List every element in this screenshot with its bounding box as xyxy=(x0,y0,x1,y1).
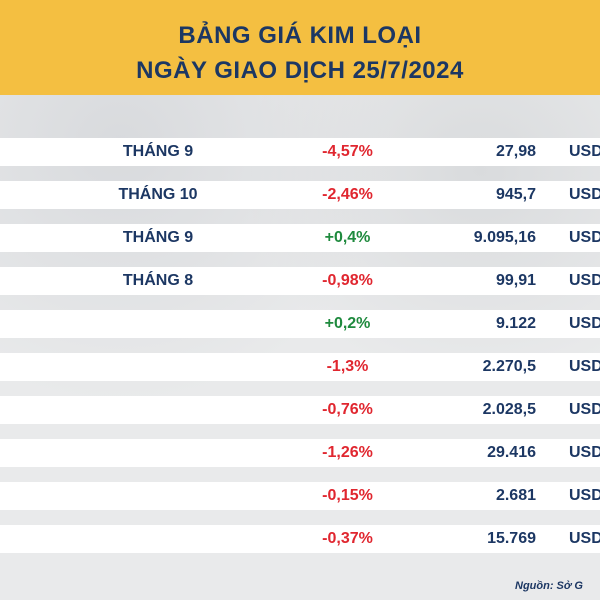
unit-cell: USD xyxy=(569,143,600,160)
price-cell: 15.769 xyxy=(487,530,536,547)
price-cell: 27,98 xyxy=(495,143,536,160)
price-cell: 9.122 xyxy=(495,315,536,332)
unit-cell: USD xyxy=(569,272,600,289)
price-cell: 29.416 xyxy=(487,444,536,461)
title-line-1: BẢNG GIÁ KIM LOẠI xyxy=(178,22,422,49)
price-cell: 99,91 xyxy=(495,272,536,289)
source-note: Nguồn: Sở G xyxy=(515,580,583,592)
table-row: THÁNG 9 -4,57% 27,98 USD xyxy=(0,138,600,166)
change-cell: +0,4% xyxy=(324,229,371,246)
change-cell: -4,57% xyxy=(322,143,373,160)
price-cell: 945,7 xyxy=(495,186,536,203)
table-row: THÁNG 9 +0,4% 9.095,16 USD xyxy=(0,224,600,252)
table-row: -0,76% 2.028,5 USD xyxy=(0,396,600,424)
unit-cell: USD xyxy=(569,229,600,246)
change-cell: -2,46% xyxy=(322,186,373,203)
change-cell: -0,37% xyxy=(322,530,373,547)
table-row: THÁNG 8 -0,98% 99,91 USD xyxy=(0,267,600,295)
unit-cell: USD xyxy=(569,186,600,203)
unit-cell: USD xyxy=(569,487,600,504)
table-row: -1,3% 2.270,5 USD xyxy=(0,353,600,381)
table-row: -0,37% 15.769 USD xyxy=(0,525,600,553)
change-cell: -0,76% xyxy=(322,401,373,418)
unit-cell: USD xyxy=(569,444,600,461)
unit-cell: USD xyxy=(569,530,600,547)
table-row: +0,2% 9.122 USD xyxy=(0,310,600,338)
change-cell: -0,15% xyxy=(322,487,373,504)
price-cell: 9.095,16 xyxy=(473,229,536,246)
unit-cell: USD xyxy=(569,401,600,418)
month-cell: THÁNG 9 xyxy=(122,143,194,160)
table-background xyxy=(0,95,600,600)
month-cell: THÁNG 9 xyxy=(122,229,194,246)
unit-cell: USD xyxy=(569,358,600,375)
table-row: -1,26% 29.416 USD xyxy=(0,439,600,467)
price-cell: 2.028,5 xyxy=(482,401,536,418)
table-row: THÁNG 10 -2,46% 945,7 USD xyxy=(0,181,600,209)
header-banner: BẢNG GIÁ KIM LOẠI NGÀY GIAO DỊCH 25/7/20… xyxy=(0,0,600,95)
month-cell: THÁNG 8 xyxy=(122,272,194,289)
change-cell: -1,3% xyxy=(326,358,369,375)
title-line-2: NGÀY GIAO DỊCH 25/7/2024 xyxy=(136,57,464,84)
month-cell: THÁNG 10 xyxy=(118,186,198,203)
change-cell: +0,2% xyxy=(324,315,371,332)
change-cell: -1,26% xyxy=(322,444,373,461)
price-cell: 2.270,5 xyxy=(482,358,536,375)
table-row: -0,15% 2.681 USD xyxy=(0,482,600,510)
unit-cell: USD xyxy=(569,315,600,332)
price-cell: 2.681 xyxy=(495,487,536,504)
change-cell: -0,98% xyxy=(322,272,373,289)
